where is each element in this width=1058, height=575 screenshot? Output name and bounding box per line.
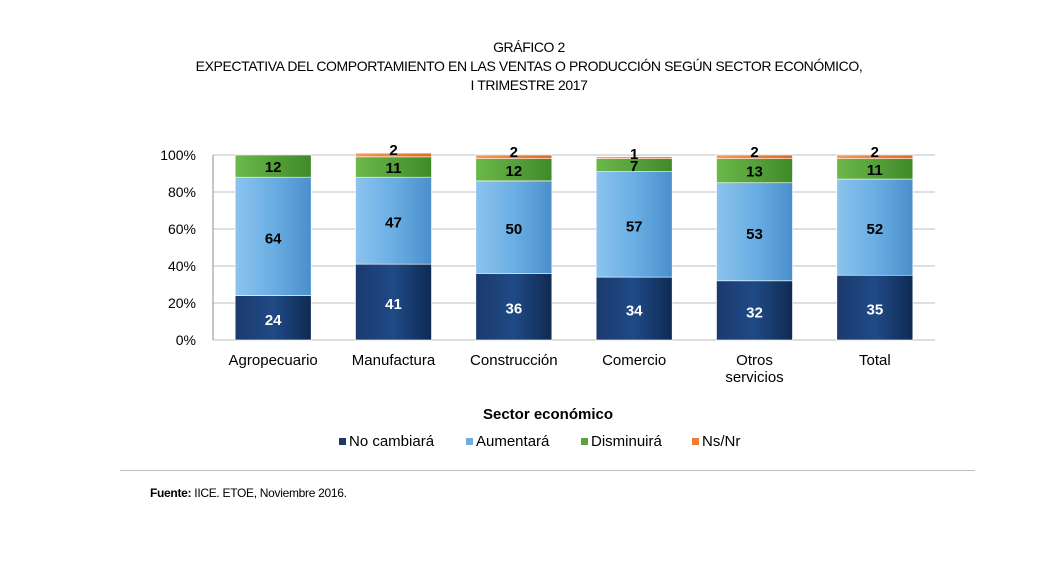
bar-segment bbox=[355, 152, 432, 158]
legend-swatch bbox=[466, 438, 473, 445]
figure-number: GRÁFICO 2 bbox=[493, 39, 565, 55]
bar-segment bbox=[475, 180, 553, 274]
data-label: 52 bbox=[866, 221, 883, 238]
legend-swatch bbox=[581, 438, 588, 445]
chart-title: EXPECTATIVA DEL COMPORTAMIENTO EN LAS VE… bbox=[195, 58, 863, 74]
data-label: 11 bbox=[386, 160, 402, 177]
data-label: 64 bbox=[265, 230, 282, 247]
stacked-bar-chart: 2464124147112365012234577132531323552112… bbox=[160, 142, 935, 450]
y-tick-label: 0% bbox=[176, 332, 196, 348]
chart-title-block: GRÁFICO 2 EXPECTATIVA DEL COMPORTAMIENTO… bbox=[0, 38, 1058, 95]
bar-segment bbox=[716, 158, 793, 184]
data-label: 34 bbox=[626, 303, 643, 320]
x-axis-title: Sector económico bbox=[483, 406, 613, 423]
data-label: 11 bbox=[867, 162, 883, 179]
y-tick-label: 40% bbox=[168, 258, 196, 274]
legend-label: Disminuirá bbox=[591, 433, 663, 450]
data-label: 2 bbox=[750, 144, 758, 161]
bar-segment bbox=[595, 276, 673, 341]
source-text: IICE. ETOE, Noviembre 2016. bbox=[194, 486, 347, 500]
data-label: 53 bbox=[746, 226, 763, 243]
data-label: 35 bbox=[866, 302, 883, 319]
divider-line bbox=[120, 470, 975, 471]
data-label: 1 bbox=[630, 146, 638, 163]
y-tick-label: 60% bbox=[168, 221, 196, 237]
data-label: 36 bbox=[505, 301, 522, 318]
legend-label: Ns/Nr bbox=[702, 433, 740, 450]
data-label: 2 bbox=[871, 144, 879, 161]
data-label: 47 bbox=[385, 215, 402, 232]
bar-segment bbox=[836, 178, 914, 276]
bar-segment bbox=[234, 295, 312, 341]
source-label: Fuente: bbox=[150, 486, 192, 500]
bar-segment bbox=[716, 154, 793, 160]
x-tick-label: Construcción bbox=[470, 352, 558, 369]
legend-label: Aumentará bbox=[476, 433, 550, 450]
bar-segment bbox=[475, 273, 553, 341]
data-label: 57 bbox=[626, 218, 643, 235]
bar-segment bbox=[836, 154, 914, 160]
source-note: Fuente: IICE. ETOE, Noviembre 2016. bbox=[150, 486, 347, 500]
bar-segment bbox=[595, 156, 673, 160]
bar-segment bbox=[836, 274, 914, 341]
legend-swatch bbox=[339, 438, 346, 445]
legend-label: No cambiará bbox=[349, 433, 435, 450]
bar-segment bbox=[716, 182, 793, 282]
data-label: 41 bbox=[385, 296, 402, 313]
x-tick-label: Agropecuario bbox=[229, 352, 318, 369]
data-label: 7 bbox=[630, 158, 638, 175]
data-label: 12 bbox=[505, 163, 522, 180]
data-label: 2 bbox=[389, 142, 397, 159]
bar-segment bbox=[355, 263, 432, 341]
data-label: 24 bbox=[265, 312, 282, 329]
bar-segment bbox=[475, 154, 553, 160]
bar-segment bbox=[716, 280, 793, 341]
data-label: 50 bbox=[505, 221, 522, 238]
data-label: 32 bbox=[746, 304, 763, 321]
bar-segment bbox=[234, 154, 312, 178]
x-tick-label: Total bbox=[859, 352, 891, 369]
legend-swatch bbox=[692, 438, 699, 445]
bar-segment bbox=[234, 176, 312, 296]
chart-subtitle: I TRIMESTRE 2017 bbox=[470, 77, 588, 93]
data-label: 2 bbox=[510, 144, 518, 161]
y-tick-label: 80% bbox=[168, 184, 196, 200]
data-label: 13 bbox=[746, 164, 763, 181]
bar-segment bbox=[355, 176, 432, 265]
x-tick-label: Otros servicios bbox=[725, 352, 783, 386]
x-tick-label: Comercio bbox=[602, 352, 666, 369]
x-tick-label: Manufactura bbox=[352, 352, 436, 369]
y-tick-label: 20% bbox=[168, 295, 196, 311]
bar-segment bbox=[595, 171, 673, 278]
data-label: 12 bbox=[265, 159, 282, 176]
y-tick-label: 100% bbox=[160, 147, 196, 163]
